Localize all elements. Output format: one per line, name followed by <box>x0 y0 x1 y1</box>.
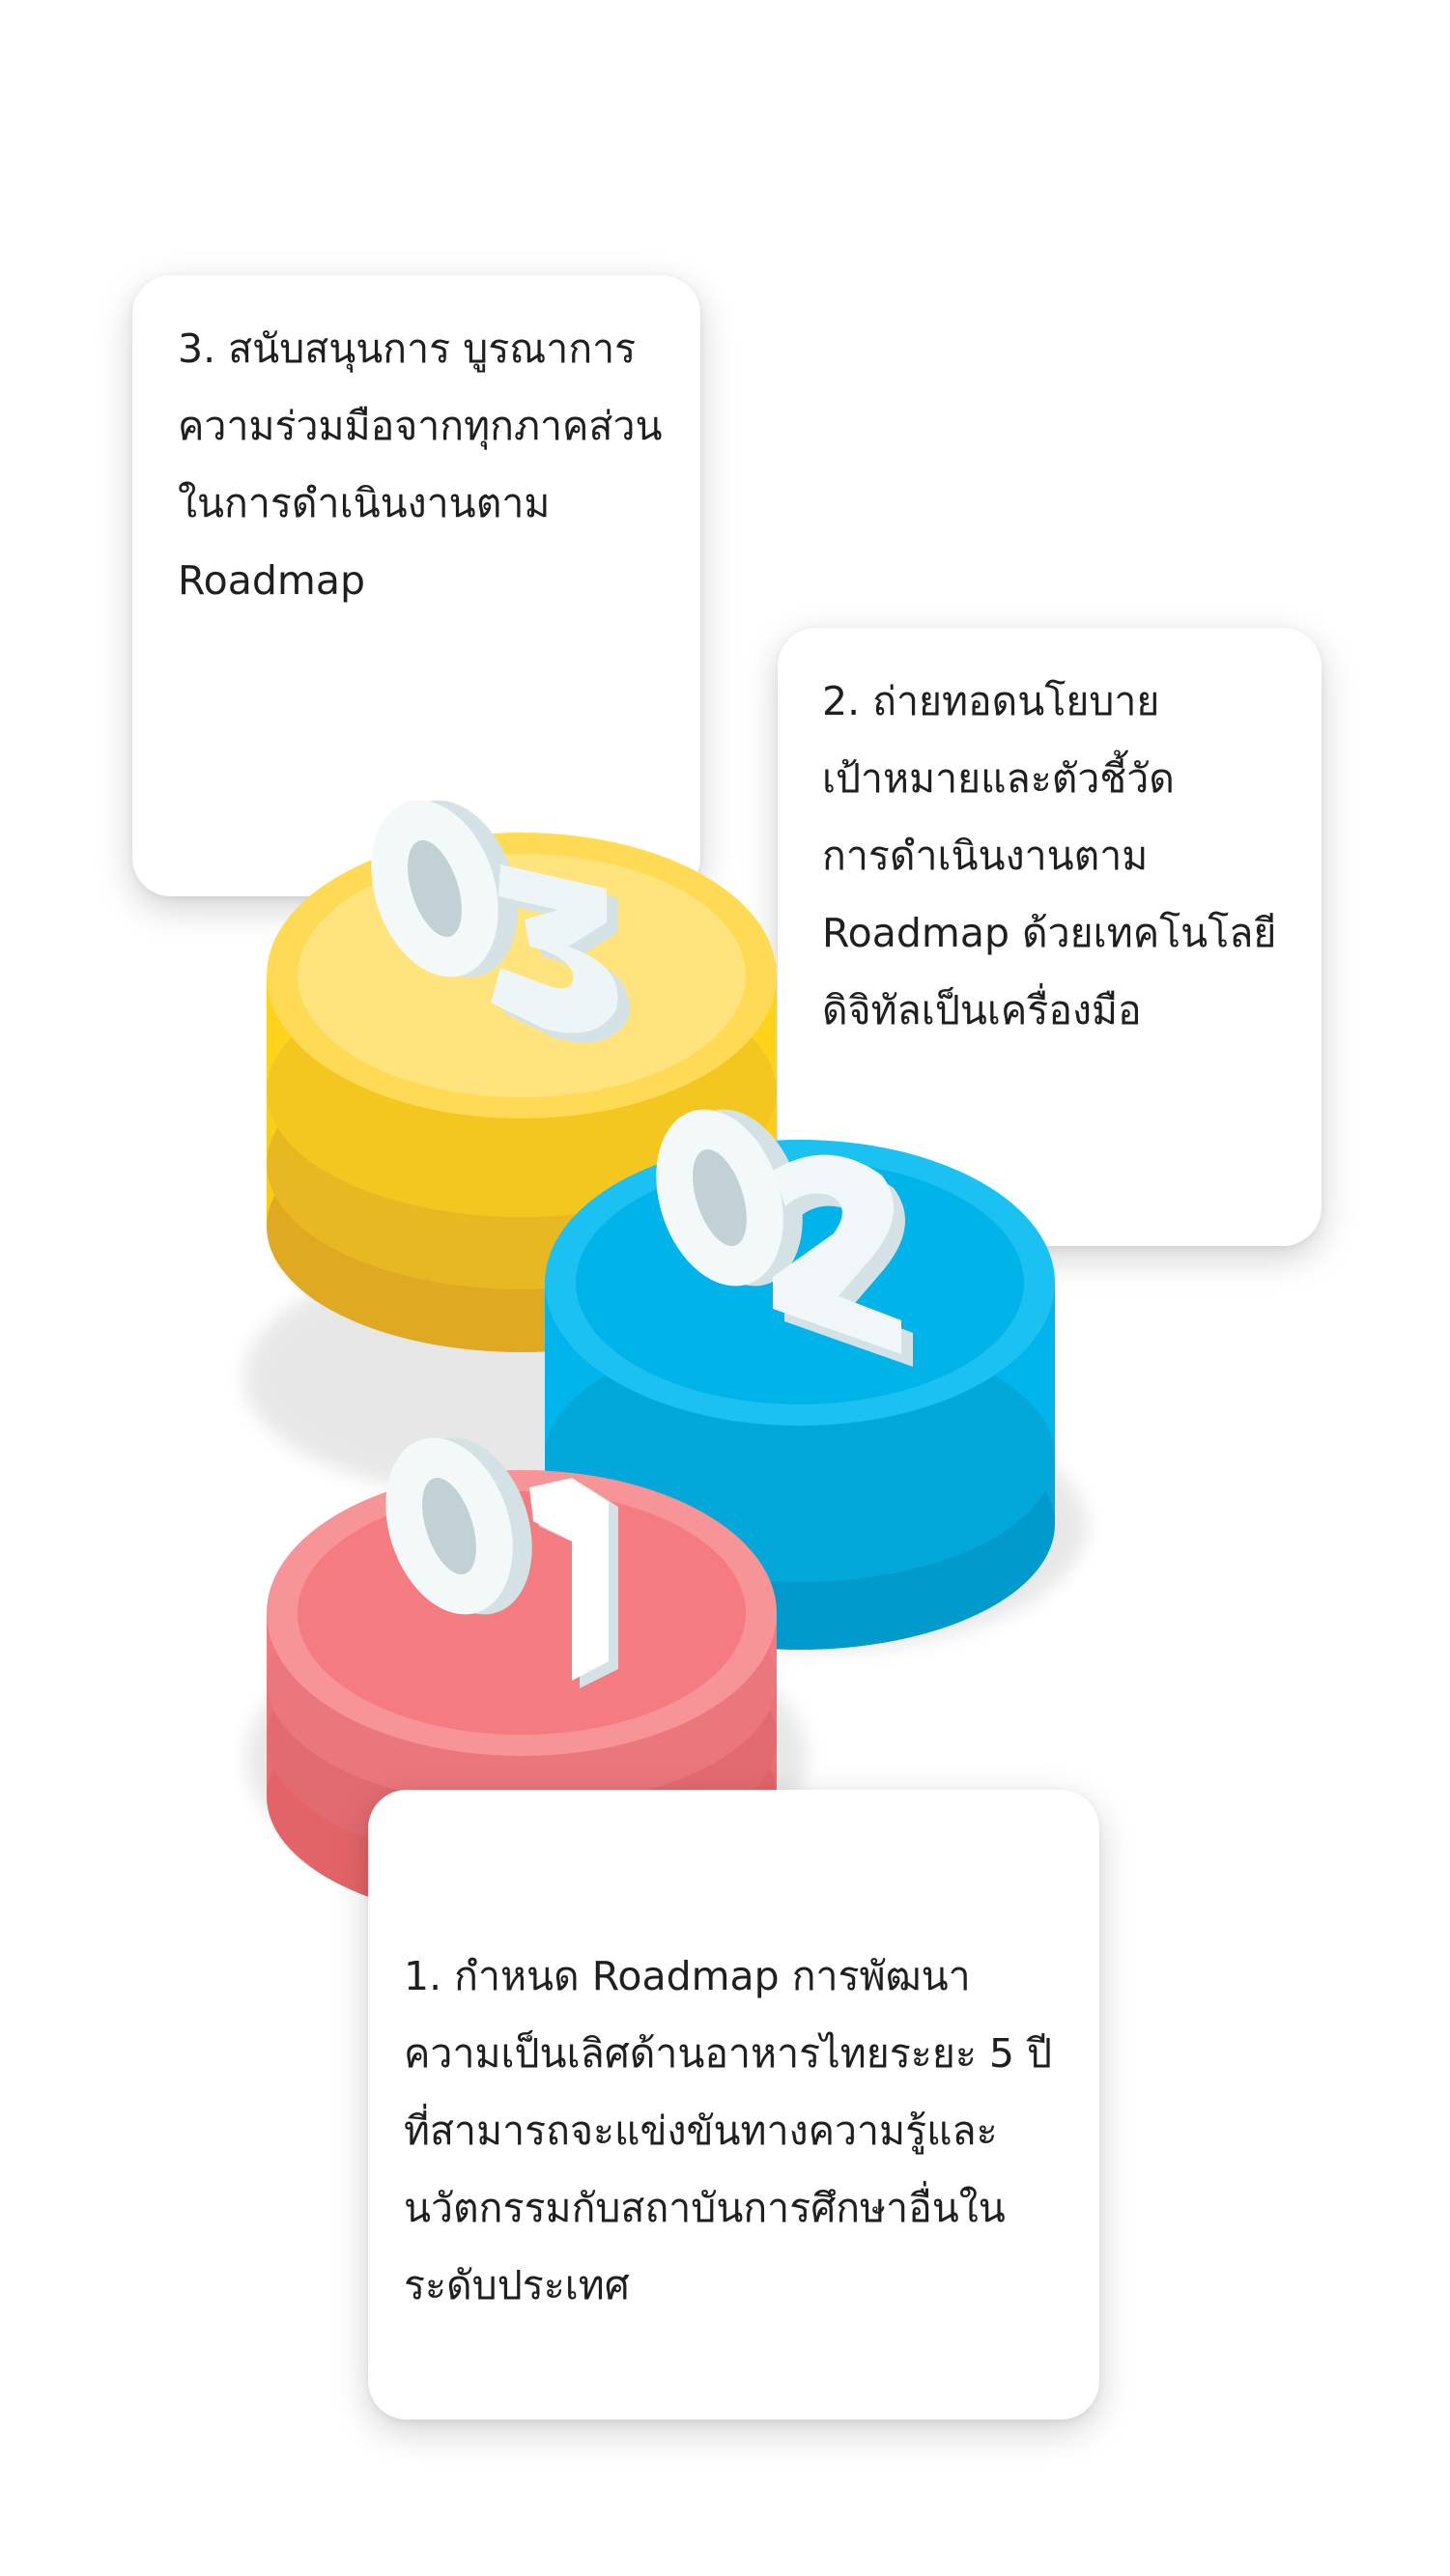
step-3-text: 3. สนับสนุนการ บูรณาการ ความร่วมมือจากทุ… <box>178 326 663 604</box>
step-3-card: 3. สนับสนุนการ บูรณาการ ความร่วมมือจากทุ… <box>132 275 700 896</box>
step-3-number <box>371 800 630 1043</box>
step-1-number <box>385 1437 618 1688</box>
step-1-cylinder <box>246 1470 807 1922</box>
step-2-number <box>656 1109 913 1367</box>
step-2-text: 2. ถ่ายทอดนโยบาย เป้าหมายและตัวชี้วัด กา… <box>822 678 1277 1033</box>
step-1-text: 1. กำหนด Roadmap การพัฒนา ความเป็นเลิศด้… <box>404 1953 1053 2308</box>
step-1-card: 1. กำหนด Roadmap การพัฒนา ความเป็นเลิศด้… <box>368 1790 1099 2420</box>
step-2-card: 2. ถ่ายทอดนโยบาย เป้าหมายและตัวชี้วัด กา… <box>778 628 1322 1246</box>
